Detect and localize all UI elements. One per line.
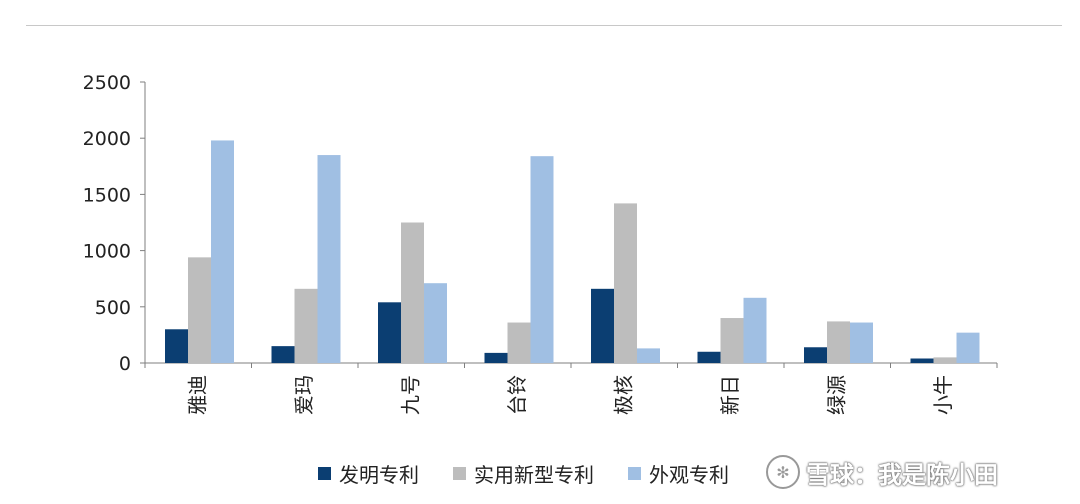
bar-1-3: [378, 302, 401, 363]
bar-2-7: [827, 321, 850, 363]
x-category-label: 小牛: [931, 375, 955, 415]
bar-1-4: [484, 352, 508, 363]
x-category-label: 台铃: [505, 375, 529, 415]
y-tick-label: 0: [119, 353, 131, 375]
bar-1-8: [910, 358, 934, 363]
y-tick-label: 1500: [83, 184, 131, 206]
x-category-label: 极核: [611, 375, 635, 415]
x-category-label: 绿源: [824, 375, 848, 415]
bar-2-1: [188, 257, 211, 363]
bar-1-6: [697, 351, 721, 363]
legend-label: 发明专利: [339, 462, 419, 487]
legend-swatch: [628, 466, 641, 480]
bar-1-5: [591, 288, 614, 363]
bar-3-2: [317, 155, 341, 363]
bar-3-5: [637, 348, 660, 363]
legend-swatch: [318, 466, 331, 480]
legend-item: 发明专利: [318, 459, 419, 488]
y-tick-label: 2000: [83, 128, 131, 150]
y-tick-label: 500: [95, 297, 131, 319]
watermark: ✻ 雪球：我是陈小田: [766, 452, 998, 492]
x-category-label: 新日: [718, 375, 742, 415]
x-category-label: 九号: [398, 375, 422, 415]
bar-3-1: [211, 140, 234, 363]
bar-2-6: [720, 318, 744, 363]
bar-2-5: [614, 203, 637, 363]
x-category-label: 爱玛: [292, 375, 316, 415]
legend-label: 外观专利: [649, 462, 729, 487]
legend-label: 实用新型专利: [474, 462, 594, 487]
watermark-text: 雪球：我是陈小田: [806, 460, 998, 489]
top-divider: [26, 25, 1062, 26]
bar-3-3: [424, 283, 447, 363]
bar-1-2: [271, 346, 295, 363]
bar-2-3: [401, 222, 424, 363]
bar-2-2: [294, 288, 318, 363]
legend-item: 外观专利: [628, 459, 729, 488]
y-tick-label: 2500: [83, 72, 131, 94]
bar-3-6: [743, 297, 767, 363]
bar-2-8: [933, 357, 957, 363]
bar-3-4: [530, 156, 554, 363]
x-category-label: 雅迪: [185, 375, 209, 415]
snowball-logo-icon: ✻: [766, 455, 800, 489]
y-tick-label: 1000: [83, 241, 131, 263]
legend-swatch: [453, 466, 466, 480]
bar-3-8: [956, 332, 980, 363]
chart-legend: 发明专利 实用新型专利 外观专利: [318, 458, 729, 488]
bar-3-7: [850, 322, 873, 363]
bar-1-1: [165, 329, 188, 363]
bar-1-7: [804, 347, 827, 363]
legend-item: 实用新型专利: [453, 459, 594, 488]
bar-2-4: [507, 322, 531, 363]
